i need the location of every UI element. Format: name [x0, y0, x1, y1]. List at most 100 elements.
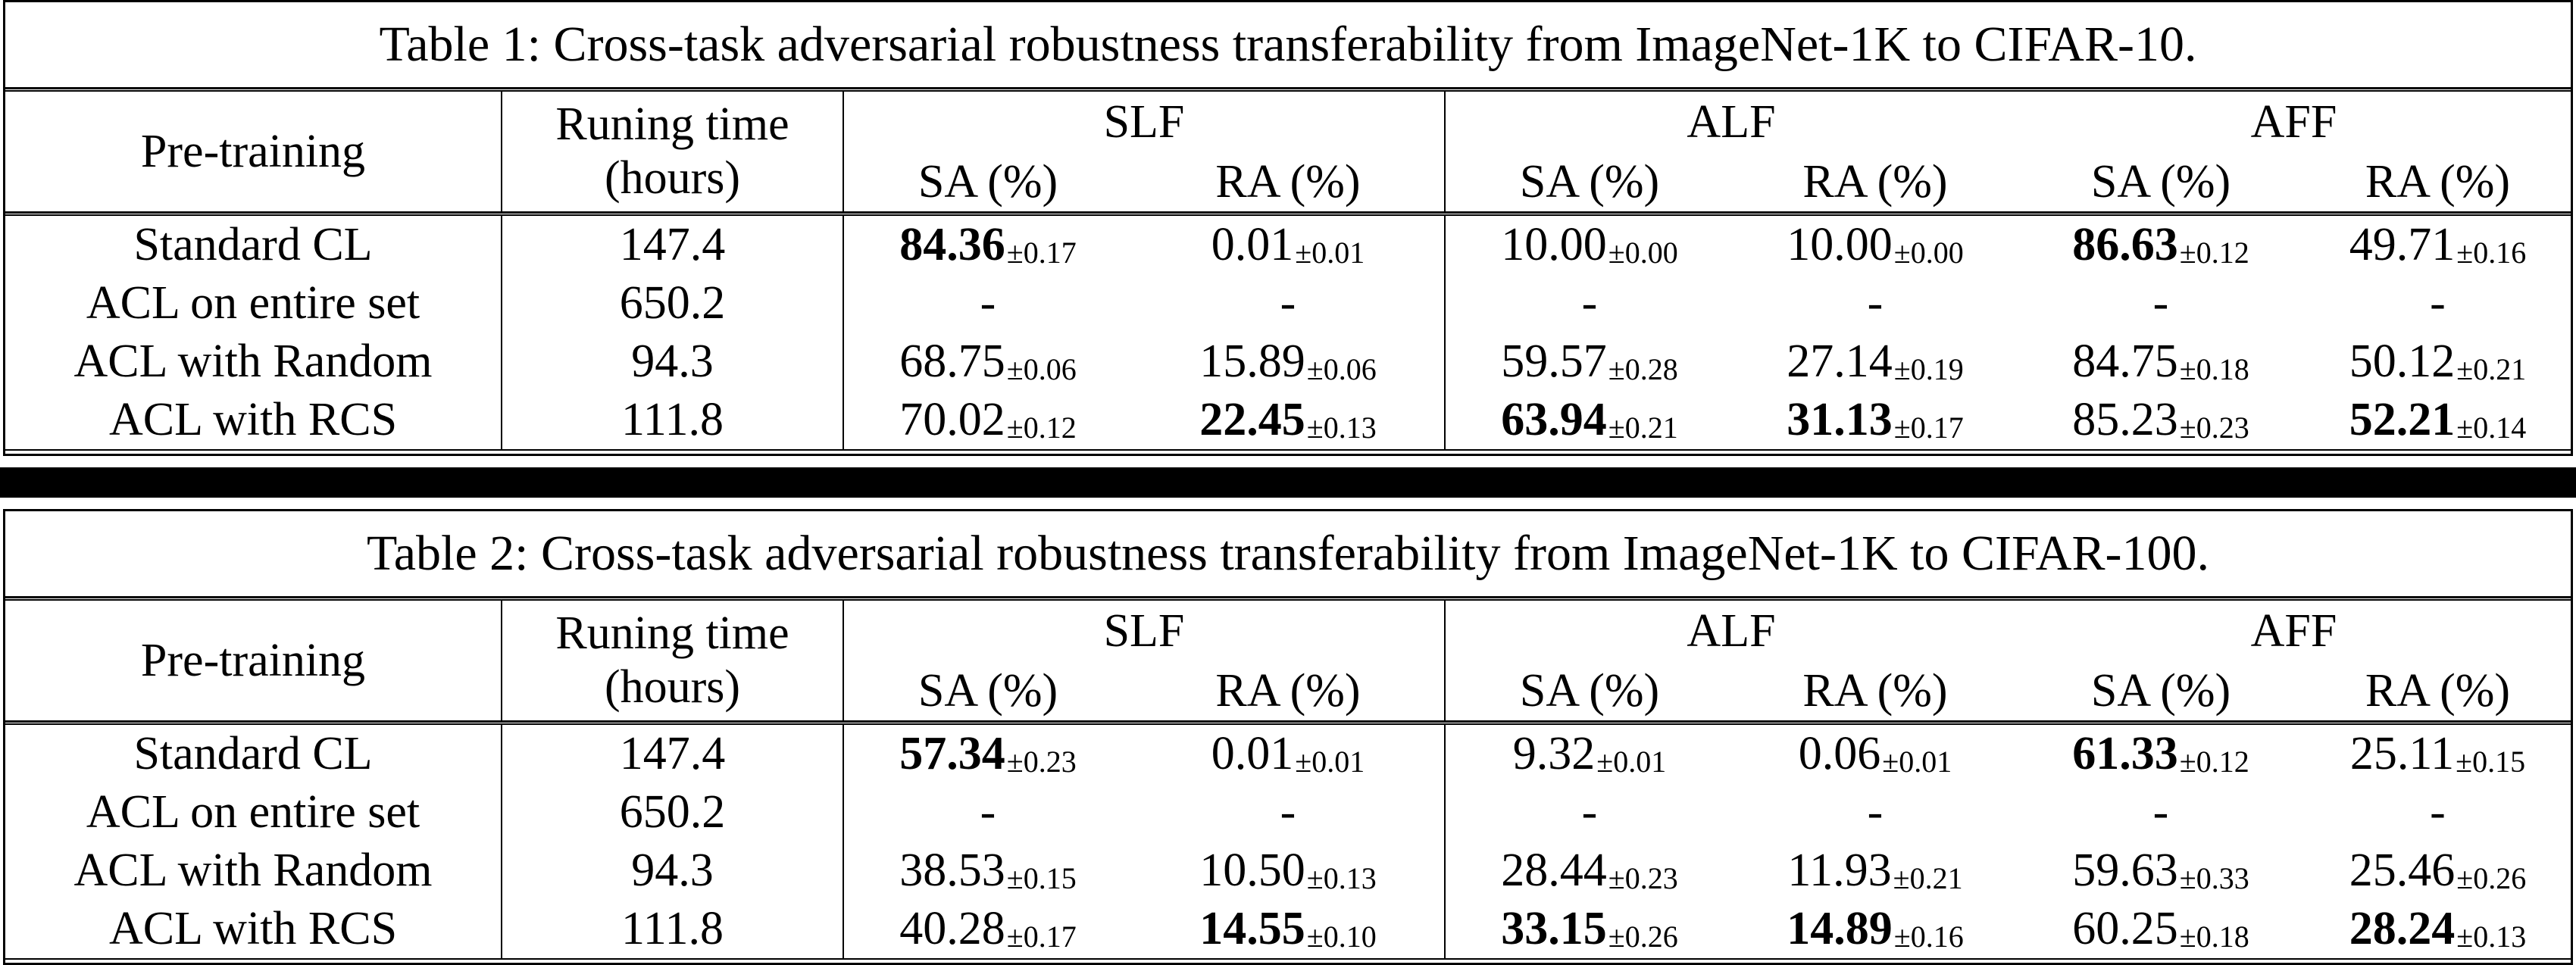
data-cell: -: [1867, 786, 1884, 838]
std-dev-subscript: ±0.13: [1306, 861, 1377, 895]
data-cell: 9.32 ±0.01: [1446, 725, 1733, 783]
header-running-time-line1: Runing time: [555, 607, 789, 659]
std-dev-subscript: ±0.01: [1295, 745, 1365, 779]
data-cell: 28.24 ±0.13: [2305, 900, 2571, 958]
header-group-alf: ALF: [1687, 604, 1776, 657]
running-time-value: 147.4: [502, 725, 844, 783]
header-sa: SA (%): [2090, 155, 2231, 208]
table-separator-band: [0, 467, 2576, 498]
std-dev-subscript: ±0.28: [1608, 352, 1678, 386]
accuracy-value: 49.71: [2349, 219, 2456, 270]
running-time-value: 94.3: [502, 333, 844, 391]
accuracy-value: 31.13: [1787, 394, 1893, 445]
std-dev-subscript: ±0.15: [1006, 861, 1077, 895]
row-label: Standard CL: [5, 216, 502, 274]
header-pretraining: Pre-training: [5, 92, 502, 211]
data-cell: -: [2430, 277, 2446, 329]
std-dev-subscript: ±0.13: [1306, 411, 1377, 445]
accuracy-value: 63.94: [1501, 394, 1607, 445]
row-label: ACL with RCS: [5, 391, 502, 449]
data-cell: 59.57 ±0.28: [1446, 333, 1733, 391]
accuracy-value: 59.63: [2072, 845, 2178, 896]
accuracy-value: 14.89: [1787, 903, 1893, 954]
std-dev-subscript: ±0.33: [2179, 861, 2249, 895]
data-cell: 11.93 ±0.21: [1733, 842, 2017, 900]
data-cell: 84.36 ±0.17: [844, 216, 1132, 274]
std-dev-subscript: ±0.21: [2456, 352, 2527, 386]
accuracy-value: 84.75: [2072, 336, 2178, 387]
row-label: ACL with Random: [5, 333, 502, 391]
header-group-slf: SLF: [844, 601, 1446, 661]
header-sa: SA (%): [1519, 155, 1660, 208]
std-dev-subscript: ±0.10: [1306, 920, 1377, 954]
header-running-time-line2: (hours): [604, 152, 741, 204]
std-dev-subscript: ±0.12: [2179, 236, 2249, 270]
accuracy-value: 28.44: [1501, 845, 1607, 896]
accuracy-value: 22.45: [1199, 394, 1305, 445]
data-cell: 60.25 ±0.18: [2017, 900, 2305, 958]
header-sa: SA (%): [918, 155, 1058, 208]
data-cell: 0.01 ±0.01: [1132, 216, 1446, 274]
data-cell: 84.75 ±0.18: [2017, 333, 2305, 391]
data-cell: 52.21 ±0.14: [2305, 391, 2571, 449]
accuracy-value: 10.00: [1501, 219, 1607, 270]
table-cifar100: Table 2: Cross-task adversarial robustne…: [3, 509, 2573, 965]
data-cell: -: [1867, 277, 1884, 329]
data-cell: 25.46 ±0.26: [2305, 842, 2571, 900]
header-group-alf: ALF: [1687, 95, 1776, 148]
data-cell: -: [2430, 786, 2446, 838]
accuracy-value: 86.63: [2072, 219, 2178, 270]
accuracy-value: 0.01: [1211, 219, 1294, 270]
double-rule: [5, 596, 2571, 601]
std-dev-subscript: ±0.12: [1006, 411, 1077, 445]
data-cell: -: [1132, 783, 1446, 842]
std-dev-subscript: ±0.06: [1306, 352, 1377, 386]
header-ra: RA (%): [1802, 155, 1948, 208]
accuracy-value: 60.25: [2072, 903, 2178, 954]
data-cell: -: [1581, 277, 1598, 329]
accuracy-value: 14.55: [1199, 903, 1305, 954]
data-cell: -: [2152, 277, 2169, 329]
header-group-aff: AFF: [2250, 95, 2337, 148]
std-dev-subscript: ±0.17: [1893, 411, 1964, 445]
accuracy-value: 70.02: [899, 394, 1005, 445]
header-ra: RA (%): [1802, 664, 1948, 717]
double-rule: [5, 720, 2571, 725]
accuracy-value: 15.89: [1199, 336, 1305, 387]
data-cell: 70.02 ±0.12: [844, 391, 1132, 449]
running-time-value: 111.8: [502, 391, 844, 449]
std-dev-subscript: ±0.17: [1006, 236, 1077, 270]
table-cifar10: Table 1: Cross-task adversarial robustne…: [3, 0, 2573, 456]
accuracy-value: 57.34: [899, 728, 1005, 779]
header-ra: RA (%): [2365, 155, 2511, 208]
data-cell: 49.71 ±0.16: [2305, 216, 2571, 274]
std-dev-subscript: ±0.14: [2456, 411, 2527, 445]
accuracy-value: 25.11: [2349, 728, 2455, 779]
data-cell: 28.44 ±0.23: [1446, 842, 1733, 900]
running-time-value: 650.2: [502, 274, 844, 333]
std-dev-subscript: ±0.21: [1893, 861, 1963, 895]
data-cell: -: [2152, 786, 2169, 838]
data-cell: 0.01 ±0.01: [1132, 725, 1446, 783]
std-dev-subscript: ±0.23: [1006, 745, 1077, 779]
accuracy-value: 68.75: [899, 336, 1005, 387]
header-group-aff: AFF: [2250, 604, 2337, 657]
std-dev-subscript: ±0.18: [2179, 920, 2249, 954]
std-dev-subscript: ±0.00: [1608, 236, 1678, 270]
running-time-value: 650.2: [502, 783, 844, 842]
data-cell: 27.14 ±0.19: [1733, 333, 2017, 391]
data-cell: 38.53 ±0.15: [844, 842, 1132, 900]
std-dev-subscript: ±0.13: [2456, 920, 2527, 954]
accuracy-value: 38.53: [899, 845, 1005, 896]
std-dev-subscript: ±0.26: [1608, 920, 1678, 954]
data-cell: -: [980, 786, 996, 838]
accuracy-value: 0.01: [1211, 728, 1294, 779]
std-dev-subscript: ±0.21: [1608, 411, 1678, 445]
header-sa: SA (%): [1519, 664, 1660, 717]
row-label: ACL with RCS: [5, 900, 502, 958]
accuracy-value: 10.50: [1199, 845, 1305, 896]
row-label: ACL with Random: [5, 842, 502, 900]
std-dev-subscript: ±0.01: [1295, 236, 1365, 270]
row-label: Standard CL: [5, 725, 502, 783]
data-cell: 31.13 ±0.17: [1733, 391, 2017, 449]
